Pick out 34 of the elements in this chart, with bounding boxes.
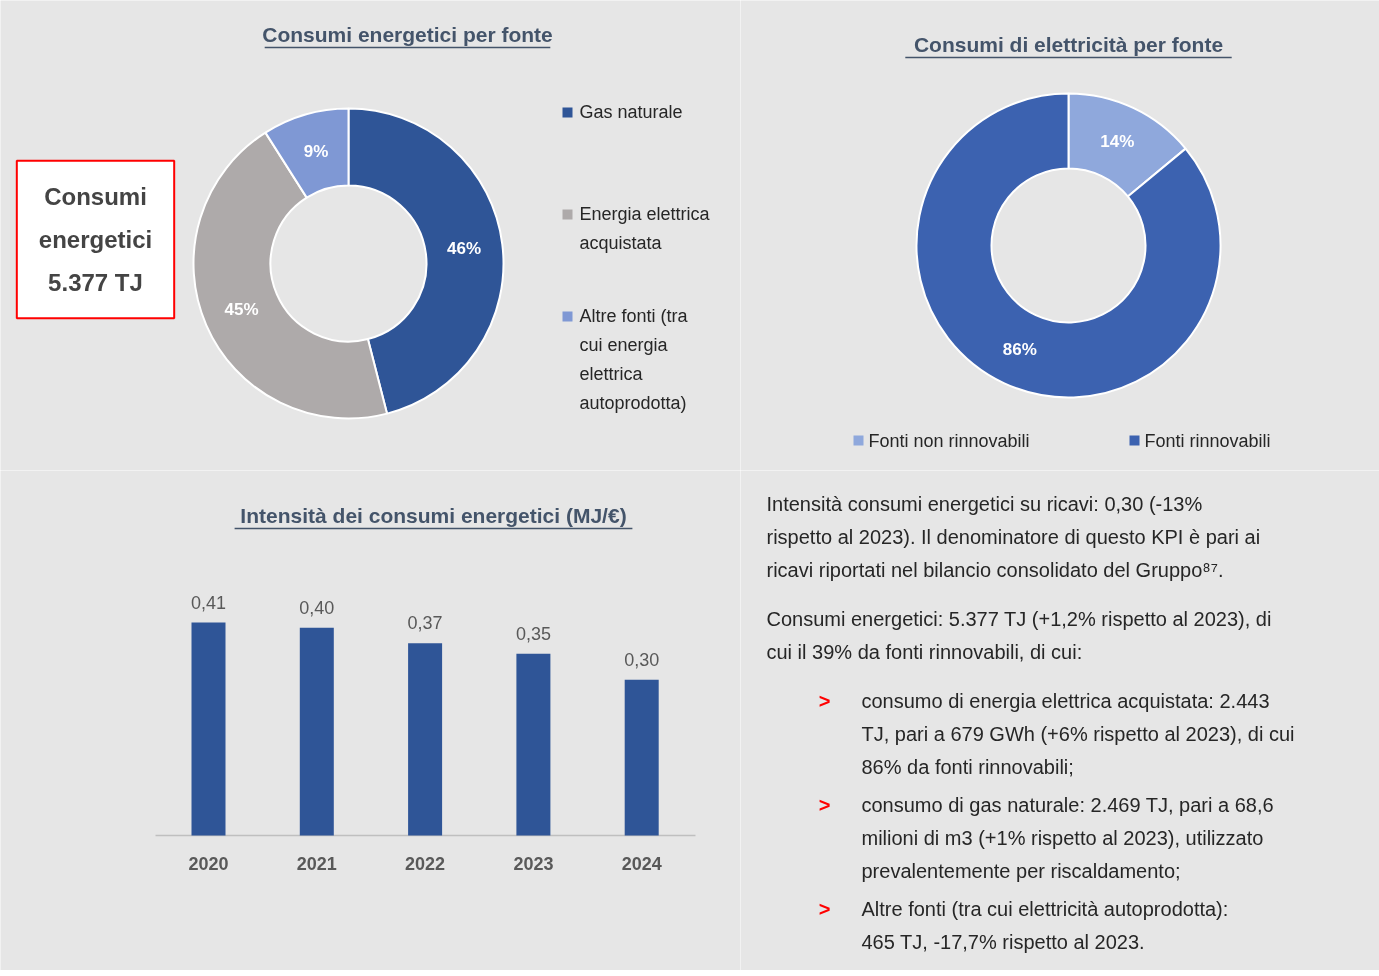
data-label: 86% bbox=[1002, 339, 1037, 359]
chart-title: Intensità dei consumi energetici (MJ/€) bbox=[240, 504, 627, 527]
chart-title: Consumi di elettricità per fonte bbox=[913, 33, 1224, 56]
text: Consumi energetici: 5.377 TJ (+1,2% rispetto al 2023), di cui il 39% da fonti rinnovabili, di cui: bbox=[766, 607, 1272, 663]
text: Intensità consumi energetici su ricavi: 0,30 (-13% rispetto al 2023). Il denominatore di questo KPI è pari ai ricavi riportati nel bilancio consolidato del Gruppo⁸⁷. bbox=[766, 492, 1261, 581]
text: > consumo di energia elettrica acquistata: 2.443 TJ, pari a 679 GWh (+6% rispetto al 2023), di cui 86% da fonti rinnovabili; bbox=[818, 689, 1295, 778]
legend-label: Fonti rinnovabili bbox=[1144, 430, 1271, 451]
legend-label: Gas naturale bbox=[579, 101, 683, 122]
legend-label: Altre fonti (tra cui energia elettrica autoprodotta) bbox=[579, 305, 689, 413]
bar bbox=[408, 643, 443, 836]
x-tick-label: 2024 bbox=[621, 854, 662, 874]
x-tick-label: 2021 bbox=[296, 854, 337, 874]
x-tick-label: 2022 bbox=[405, 854, 446, 874]
data-label: 0,37 bbox=[407, 613, 443, 634]
legend-label: Fonti non rinnovabili bbox=[868, 430, 1030, 451]
legend-label: Energia elettrica acquistata bbox=[579, 203, 711, 253]
bar bbox=[516, 653, 551, 836]
x-tick-label: 2023 bbox=[513, 854, 554, 874]
data-label: 0,35 bbox=[515, 623, 551, 644]
bar bbox=[191, 622, 226, 836]
data-label: 9% bbox=[303, 142, 329, 162]
bar bbox=[299, 627, 334, 836]
x-tick-label: 2020 bbox=[188, 854, 229, 874]
data-label: 0,41 bbox=[190, 592, 227, 613]
text: > Altre fonti (tra cui elettricità autoprodotta): 465 TJ, -17,7% rispetto al 2023. bbox=[818, 897, 1229, 953]
text: > consumo di gas naturale: 2.469 TJ, pari a 68,6 milioni di m3 (+1% rispetto al 2023), utilizzato prevalentemente per riscaldamento; bbox=[818, 793, 1274, 882]
text: Consumi energetici 5.377 TJ bbox=[38, 182, 153, 297]
data-label: 45% bbox=[224, 300, 259, 320]
chart-title: Consumi energetici per fonte bbox=[262, 23, 553, 46]
bar bbox=[624, 679, 659, 836]
data-label: 0,30 bbox=[624, 649, 660, 670]
data-label: 46% bbox=[447, 239, 482, 259]
data-label: 14% bbox=[1100, 132, 1135, 152]
data-label: 0,40 bbox=[299, 597, 335, 618]
